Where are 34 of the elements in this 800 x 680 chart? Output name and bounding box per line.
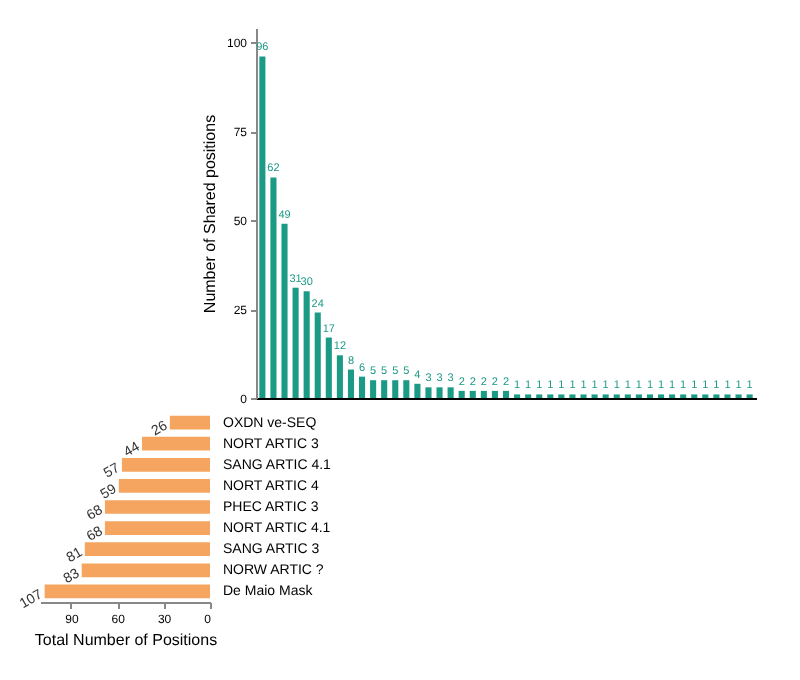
bar — [491, 390, 498, 398]
bar — [370, 380, 377, 398]
bar — [259, 56, 266, 398]
bar — [121, 457, 210, 472]
bar — [314, 312, 321, 398]
bar — [502, 390, 510, 398]
bar — [436, 387, 443, 398]
y-axis-title: Number of Shared positions — [200, 114, 219, 314]
bar — [458, 390, 465, 398]
bar — [84, 542, 210, 557]
bar — [281, 223, 288, 398]
bar — [469, 390, 476, 398]
bar — [270, 177, 277, 398]
bar — [425, 387, 432, 398]
bar — [169, 415, 210, 430]
bar — [392, 380, 399, 398]
bar — [325, 337, 332, 398]
x-axis-title: Total Number of Positions — [34, 631, 218, 649]
bar — [104, 521, 210, 535]
bar — [142, 436, 210, 451]
bar — [81, 563, 210, 578]
bar — [336, 355, 343, 398]
bar — [347, 369, 355, 398]
bar — [480, 390, 487, 398]
bar — [414, 383, 421, 398]
bar — [358, 376, 366, 398]
bar — [303, 291, 310, 398]
bar — [447, 387, 454, 398]
bar — [118, 479, 210, 493]
bar — [44, 584, 210, 599]
bar — [381, 380, 388, 398]
bar — [104, 500, 210, 514]
bar — [403, 380, 410, 398]
bar — [292, 287, 299, 398]
